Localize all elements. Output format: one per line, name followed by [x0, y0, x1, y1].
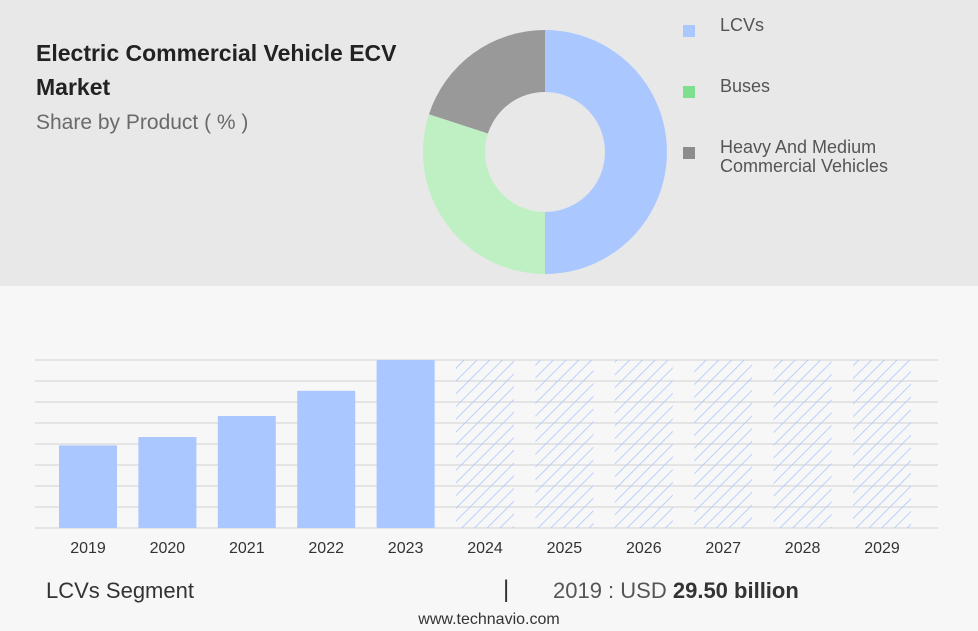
legend-label-lcvs: LCVs	[720, 15, 765, 35]
x-tick-label-2029: 2029	[864, 540, 900, 557]
segment-value-prefix: 2019 : USD	[553, 578, 667, 603]
segment-label: LCVs Segment	[46, 578, 194, 603]
chart-subtitle: Share by Product ( % )	[36, 111, 249, 134]
donut-chart	[422, 30, 667, 274]
x-tick-label-2024: 2024	[467, 540, 503, 557]
x-tick-label-2025: 2025	[547, 540, 583, 557]
footer-separator: |	[503, 576, 510, 603]
x-tick-label-2022: 2022	[308, 540, 344, 557]
donut-slice-lcvs	[545, 30, 667, 274]
legend-swatch-heavy-medium	[683, 147, 695, 159]
x-tick-label-2027: 2027	[705, 540, 741, 557]
legend-swatch-buses	[683, 86, 695, 98]
x-tick-label-2028: 2028	[785, 540, 821, 557]
forecast-bar-2027	[694, 360, 753, 528]
x-tick-label-2026: 2026	[626, 540, 662, 557]
forecast-bar-2026	[614, 360, 673, 528]
x-tick-label-2023: 2023	[388, 540, 424, 557]
bar-2021	[217, 416, 276, 528]
bar-chart: 2019 2020 2021 2022 2023 2024 2025 2026 2027 2028…	[35, 359, 938, 557]
chart-title: Electric Commercial Vehicle ECV Market	[36, 40, 397, 100]
forecast-bar-2029	[853, 360, 911, 528]
bar-2019	[59, 445, 117, 528]
donut-slice-buses	[422, 114, 545, 274]
bar-2023	[376, 360, 435, 528]
legend-label-heavy-medium: Heavy And Medium Commercial Vehicles	[720, 137, 889, 176]
bar-2022	[297, 390, 356, 528]
segment-value: 2019 : USD 29.50 billion	[553, 578, 799, 604]
forecast-bar-2025	[535, 360, 594, 528]
legend-swatch-lcvs	[683, 25, 695, 37]
donut-slice-heavy-and-medium-commercial-vehicles	[428, 30, 545, 134]
x-tick-label-2019: 2019	[70, 540, 106, 557]
x-tick-label-2020: 2020	[150, 540, 186, 557]
source-url: www.technavio.com	[418, 611, 560, 628]
bar-2020	[138, 437, 197, 528]
segment-value-amount: 29.50 billion	[672, 578, 799, 603]
x-tick-label-2021: 2021	[229, 540, 265, 557]
forecast-bar-2024	[456, 360, 514, 528]
forecast-bar-2028	[773, 360, 832, 528]
legend-label-buses: Buses	[720, 76, 771, 96]
